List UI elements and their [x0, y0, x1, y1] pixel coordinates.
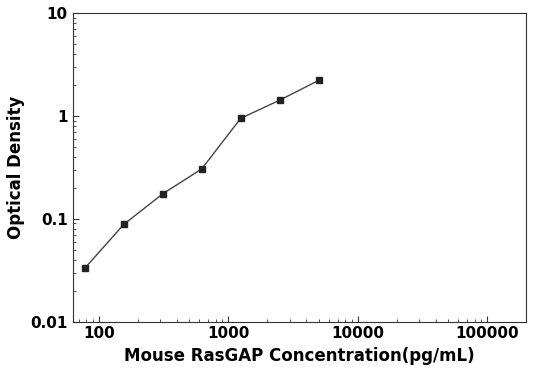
Y-axis label: Optical Density: Optical Density [7, 96, 25, 239]
X-axis label: Mouse RasGAP Concentration(pg/mL): Mouse RasGAP Concentration(pg/mL) [124, 347, 475, 365]
